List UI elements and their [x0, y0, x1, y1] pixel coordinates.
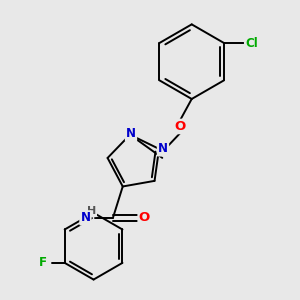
Text: F: F: [39, 256, 47, 269]
Text: H: H: [87, 206, 96, 216]
Text: N: N: [80, 212, 90, 224]
Text: O: O: [174, 120, 186, 133]
Text: N: N: [126, 127, 136, 140]
Text: O: O: [139, 212, 150, 224]
Text: Cl: Cl: [245, 37, 258, 50]
Text: N: N: [158, 142, 168, 155]
